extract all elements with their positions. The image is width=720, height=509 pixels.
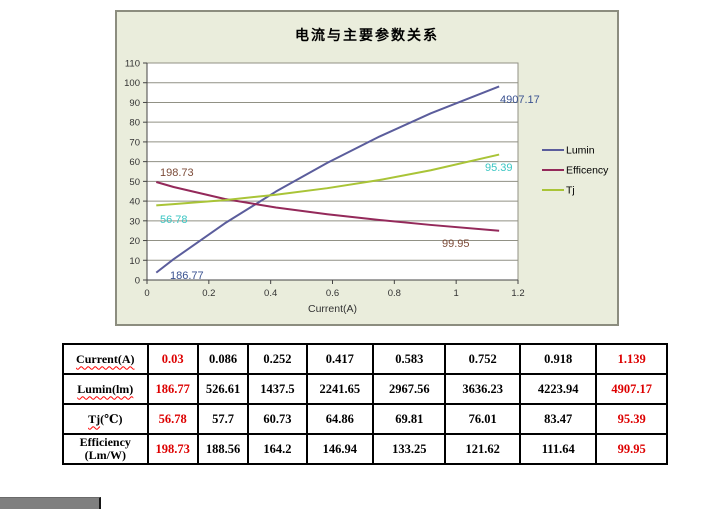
row-header-text: (℃) [100,411,123,426]
y-tick-label: 60 [129,157,140,168]
y-tick-label: 40 [129,197,140,208]
x-tick-label: 0.4 [264,288,277,299]
table-cell: 95.39 [595,403,668,435]
row-header-text: Lumin(lm) [77,381,134,396]
data-label: 4907.17 [500,94,540,106]
table-cell: 198.73 [146,433,199,465]
data-label: 56.78 [160,214,188,226]
y-tick-label: 100 [124,78,140,89]
table-cell: 0.583 [372,343,447,375]
table-cell: 0.03 [146,343,199,375]
table-cell: 0.252 [247,343,308,375]
data-label: 198.73 [160,167,194,179]
y-tick-label: 110 [125,59,140,70]
y-tick-label: 90 [129,98,140,109]
data-label: 95.39 [485,162,513,174]
series-line-efficency [155,181,500,232]
row-header-text: Current(A) [76,351,135,366]
row-header: Lumin(lm) [62,373,149,405]
legend-label-efficency: Efficency [566,165,609,177]
x-tick-label: 0 [144,288,149,299]
table-row: Current(A) 0.03 0.086 0.252 0.417 0.583 0.752 0… [62,343,668,375]
table-cell: 1437.5 [247,373,308,405]
table-cell: 64.86 [305,403,375,435]
data-label: 99.95 [442,238,470,250]
row-header: Current(A) [62,343,149,375]
table-cell: 1.139 [595,343,668,375]
legend-label-lumin: Lumin [566,145,595,157]
row-header-text: (Lm/W) [84,448,126,462]
table-cell: 76.01 [444,403,521,435]
table-cell: 99.95 [595,433,668,465]
y-tick-label: 70 [129,137,140,148]
data-label: 186.77 [170,270,204,282]
y-tick-label: 0 [135,276,140,287]
table-cell: 111.64 [518,433,598,465]
table-cell: 0.086 [196,343,250,375]
table-cell: 121.62 [444,433,521,465]
x-tick-label: 1.2 [511,288,524,299]
table-cell: 188.56 [196,433,250,465]
table-row: Efficiency (Lm/W) 198.73 188.56 164.2 146.94 1… [62,433,668,465]
table-cell: 60.73 [247,403,308,435]
table-cell: 186.77 [146,373,199,405]
y-tick-label: 20 [129,236,140,247]
plot-area [146,62,519,281]
y-tick-label: 10 [129,256,140,267]
table-cell: 2967.56 [372,373,447,405]
data-table: Current(A) 0.03 0.086 0.252 0.417 0.583 0.752 0… [62,343,668,465]
table-cell: 2241.65 [305,373,375,405]
series-line-tj [156,153,500,207]
y-tick-label: 80 [129,118,140,129]
table-cell: 69.81 [372,403,447,435]
bottom-left-gray-bar [0,497,101,509]
row-header-text: Efficiency [79,435,131,449]
table-cell: 526.61 [196,373,250,405]
x-tick-label: 0.6 [326,288,339,299]
table-cell: 3636.23 [444,373,521,405]
table-cell: 0.417 [305,343,375,375]
row-header: Tj(℃) [62,403,149,435]
x-axis-title: Current(A) [308,303,357,315]
table-cell: 0.752 [444,343,521,375]
line-chart: 0 10 20 30 40 50 60 70 80 90 100 110 0 0.2 0.4 0.6 0.8 1 1… [124,59,609,316]
x-tick-label: 0.8 [388,288,401,299]
table-cell: 4907.17 [595,373,668,405]
table-row: Lumin(lm) 186.77 526.61 1437.5 2241.65 2967.5… [62,373,668,405]
x-tick-label: 0.2 [202,288,215,299]
y-tick-label: 50 [129,177,140,188]
table-cell: 57.7 [196,403,250,435]
table-cell: 133.25 [372,433,447,465]
table-cell: 83.47 [518,403,598,435]
table-cell: 0.918 [518,343,598,375]
table-cell: 4223.94 [518,373,598,405]
row-header-text: Tj [88,411,101,426]
table-cell: 56.78 [146,403,199,435]
chart-panel: 0 10 20 30 40 50 60 70 80 90 100 110 0 0.2 0.4 0.6 0.8 1 1… [115,10,619,326]
row-header: Efficiency (Lm/W) [62,433,149,465]
table-cell: 146.94 [305,433,375,465]
chart-title: 电流与主要参数关系 [295,27,439,43]
table-cell: 164.2 [247,433,308,465]
table-row: Tj(℃) 56.78 57.7 60.73 64.86 69.81 76.01 83.47 9… [62,403,668,435]
series-line-lumin [155,85,500,274]
legend-label-tj: Tj [566,185,575,197]
y-tick-label: 30 [129,216,140,227]
x-tick-label: 1 [454,288,459,299]
